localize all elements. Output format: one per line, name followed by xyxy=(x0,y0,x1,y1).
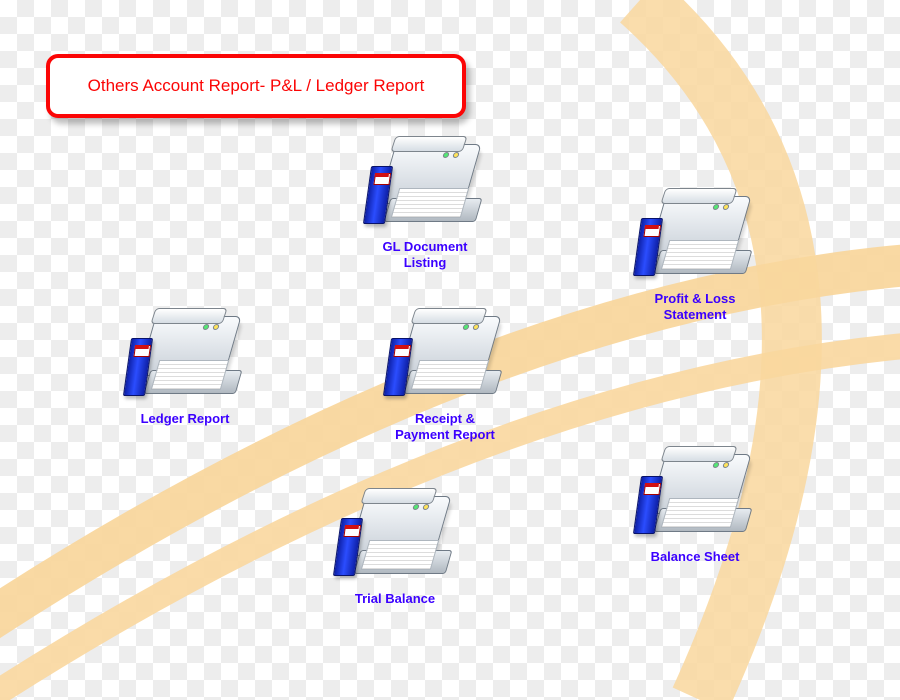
printer-icon xyxy=(125,310,245,405)
report-item-gl-document-listing[interactable]: GL Document Listing xyxy=(340,138,510,272)
report-item-profit-loss-statement[interactable]: Profit & Loss Statement xyxy=(610,190,780,324)
report-item-label: Receipt & Payment Report xyxy=(395,411,495,444)
report-item-label: Profit & Loss Statement xyxy=(655,291,736,324)
title-text: Others Account Report- P&L / Ledger Repo… xyxy=(88,76,425,96)
report-item-trial-balance[interactable]: Trial Balance xyxy=(310,490,480,607)
report-item-receipt-payment-report[interactable]: Receipt & Payment Report xyxy=(360,310,530,444)
report-item-balance-sheet[interactable]: Balance Sheet xyxy=(610,448,780,565)
report-item-label: GL Document Listing xyxy=(383,239,468,272)
printer-icon xyxy=(365,138,485,233)
title-callout: Others Account Report- P&L / Ledger Repo… xyxy=(46,54,466,118)
printer-icon xyxy=(635,190,755,285)
report-menu-canvas: Others Account Report- P&L / Ledger Repo… xyxy=(0,0,900,700)
report-item-label: Balance Sheet xyxy=(651,549,740,565)
report-item-label: Trial Balance xyxy=(355,591,435,607)
report-item-label: Ledger Report xyxy=(141,411,230,427)
printer-icon xyxy=(385,310,505,405)
printer-icon xyxy=(635,448,755,543)
printer-icon xyxy=(335,490,455,585)
report-item-ledger-report[interactable]: Ledger Report xyxy=(100,310,270,427)
